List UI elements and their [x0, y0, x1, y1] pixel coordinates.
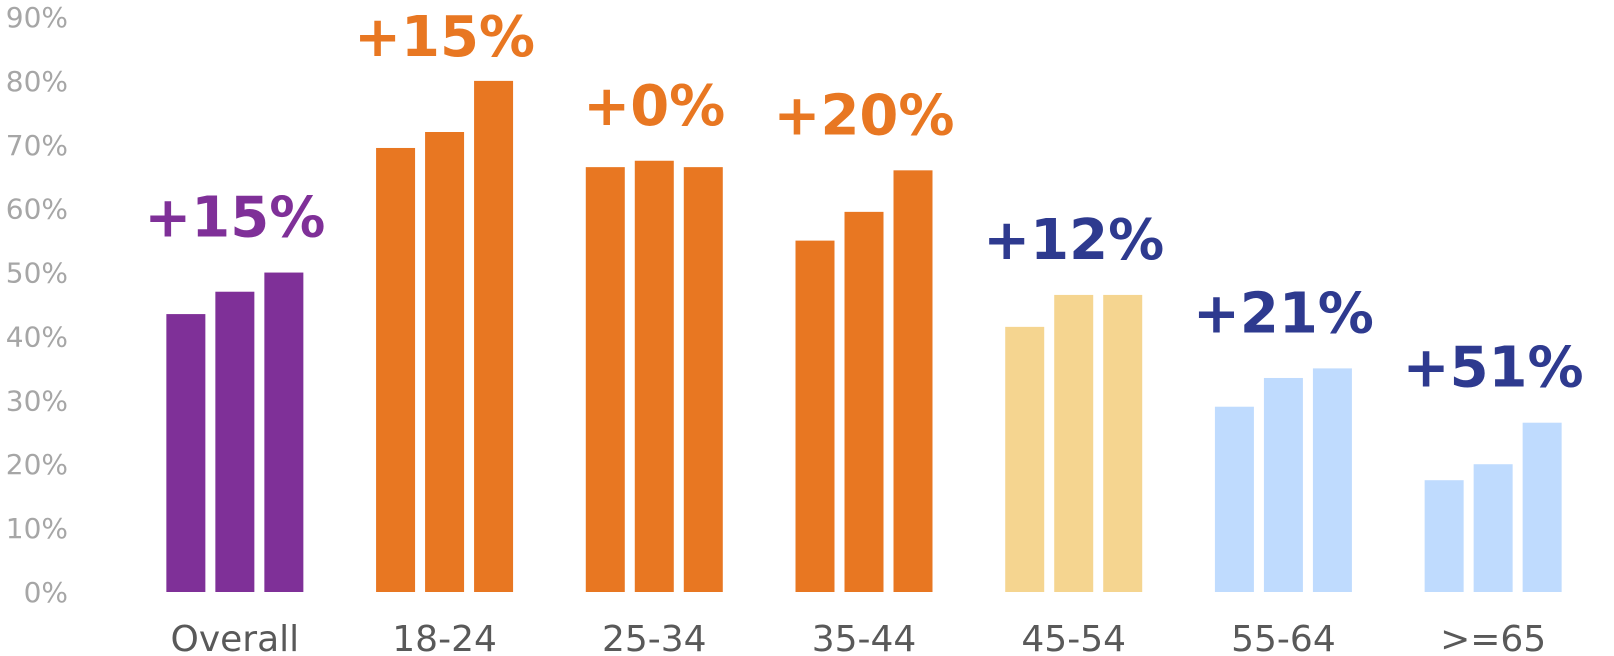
change-annotation: +51% — [1403, 336, 1584, 401]
y-tick-label: 20% — [6, 448, 68, 481]
annotation-labels: +15% +15% +0% +20% +12% +21% +51% — [144, 5, 1583, 401]
category-label: 25-34 — [602, 619, 707, 656]
bar — [1473, 464, 1513, 592]
bar — [1103, 294, 1143, 592]
change-annotation: +15% — [354, 5, 535, 70]
y-tick-label: 10% — [6, 512, 68, 545]
category-label: >=65 — [1440, 619, 1546, 656]
bar — [425, 132, 465, 592]
bar — [264, 272, 304, 592]
y-tick-label: 70% — [6, 129, 68, 162]
category-labels: Overall 18-24 25-34 35-44 45-54 55-64 >=65 — [171, 619, 1547, 656]
bar — [1263, 377, 1303, 592]
category-label: Overall — [171, 619, 300, 656]
bar — [1054, 294, 1094, 592]
bar — [585, 167, 625, 592]
y-tick-label: 30% — [6, 384, 68, 417]
bar — [166, 314, 206, 592]
y-tick-label: 80% — [6, 65, 68, 98]
bar — [1424, 480, 1464, 592]
bar — [1522, 422, 1562, 592]
change-annotation: +0% — [583, 74, 725, 139]
category-label: 55-64 — [1231, 619, 1336, 656]
y-tick-label: 60% — [6, 193, 68, 226]
bar — [634, 160, 674, 592]
bar — [683, 167, 723, 592]
bar — [893, 170, 933, 593]
bars-layer — [166, 80, 1562, 593]
bar — [1214, 406, 1254, 592]
bar — [844, 211, 884, 592]
bar — [1312, 368, 1352, 592]
change-annotation: +15% — [144, 186, 325, 251]
y-tick-label: 50% — [6, 257, 68, 290]
category-label: 35-44 — [812, 619, 917, 656]
bar — [474, 80, 514, 592]
category-label: 18-24 — [392, 619, 497, 656]
change-annotation: +20% — [774, 83, 955, 148]
change-annotation: +21% — [1193, 281, 1374, 346]
category-label: 45-54 — [1021, 619, 1126, 656]
y-tick-label: 0% — [24, 576, 68, 609]
bar — [1005, 326, 1045, 592]
y-tick-label: 40% — [6, 320, 68, 353]
y-tick-label: 90% — [6, 1, 68, 34]
bar — [795, 240, 835, 592]
change-annotation: +12% — [983, 208, 1164, 273]
bar — [215, 291, 255, 592]
bar — [376, 147, 416, 592]
y-axis-ticks: 0% 10% 20% 30% 40% 50% 60% 70% 80% 90% — [6, 1, 68, 609]
